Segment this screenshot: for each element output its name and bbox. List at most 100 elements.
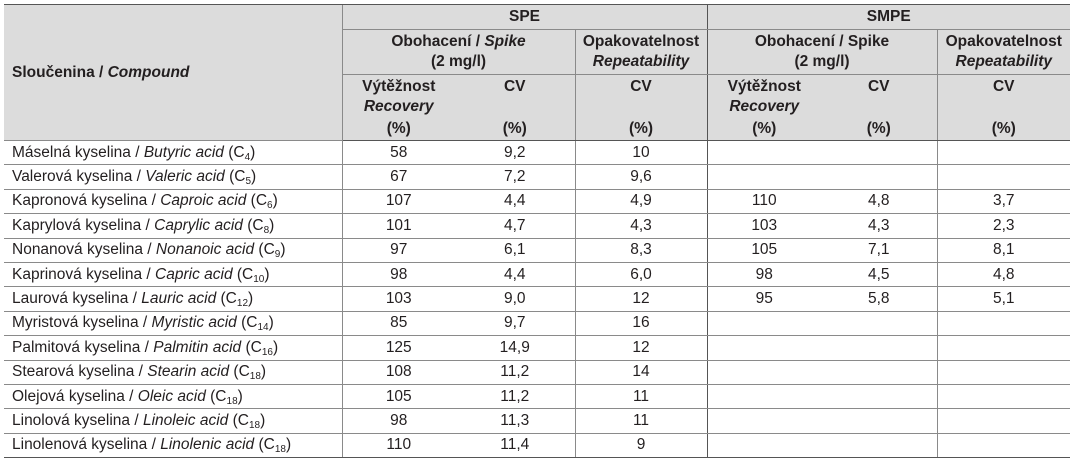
table-row: Máselná kyselina / Butyric acid (C4) 58 9,… [4, 140, 1070, 166]
spe-repeatability-cell: 16 [574, 311, 707, 337]
compound-cell: Linolenová kyselina / Linolenic acid (C1… [4, 433, 342, 459]
smpe-recovery-cell [706, 140, 821, 166]
compound-cell: Kaprinová kyselina / Capric acid (C10) [4, 262, 342, 288]
spe-cv-cell: 4,7 [455, 213, 575, 239]
spe-cv-cell: 11,4 [455, 433, 575, 459]
spe-recovery-cell: 107 [341, 189, 455, 215]
smpe-recovery-cell [706, 384, 821, 410]
smpe-repeatability-cell [936, 433, 1070, 459]
table-row: Myristová kyselina / Myristic acid (C14)… [4, 311, 1070, 337]
spe-recovery-cell: 98 [341, 408, 455, 434]
smpe-repeatability-cell: 3,7 [936, 189, 1070, 215]
smpe-recovery-cell [706, 360, 821, 385]
table-row: Linolenová kyselina / Linolenic acid (C1… [4, 433, 1070, 459]
compound-header: Sloučenina / Compound [4, 4, 342, 141]
spe-cv-cell: 11,2 [455, 384, 575, 410]
smpe-repeatability-cell [936, 311, 1070, 337]
spe-header: SPE [341, 4, 707, 30]
smpe-repeatability-cell: 2,3 [936, 213, 1070, 239]
spe-recovery-header: Výtěžnost Recovery (%) [341, 74, 455, 141]
smpe-rep-cv-header: CV (%) [936, 74, 1070, 141]
smpe-cv-cell: 4,8 [821, 189, 937, 215]
spe-repeatability-cell: 14 [574, 360, 707, 385]
spe-cv-cell: 9,0 [455, 286, 575, 312]
spe-cv-cell: 11,3 [455, 408, 575, 434]
spe-cv-cell: 9,7 [455, 311, 575, 337]
spe-recovery-cell: 125 [341, 335, 455, 361]
compound-cell: Laurová kyselina / Lauric acid (C12) [4, 286, 342, 312]
compound-cell: Valerová kyselina / Valeric acid (C5) [4, 164, 342, 190]
compound-cell: Stearová kyselina / Stearin acid (C18) [4, 360, 342, 385]
smpe-recovery-cell: 103 [706, 213, 821, 239]
smpe-repeatability-cell [936, 164, 1070, 190]
smpe-cv-cell [821, 433, 937, 459]
results-table: Sloučenina / Compound SPE SMPE Obohacení… [4, 4, 1070, 459]
table-row: Valerová kyselina / Valeric acid (C5) 67 7… [4, 164, 1070, 190]
spe-recovery-cell: 101 [341, 213, 455, 239]
spe-cv-cell: 4,4 [455, 262, 575, 288]
smpe-recovery-cell [706, 433, 821, 459]
spe-cv-cell: 9,2 [455, 140, 575, 166]
smpe-cv-cell [821, 335, 937, 361]
smpe-spike-header: Obohacení / Spike (2 mg/l) [706, 29, 937, 75]
spe-recovery-cell: 108 [341, 360, 455, 385]
smpe-repeatability-cell [936, 335, 1070, 361]
table-row: Laurová kyselina / Lauric acid (C12) 103 9… [4, 286, 1070, 312]
smpe-repeatability-cell [936, 384, 1070, 410]
spe-recovery-cell: 85 [341, 311, 455, 337]
spe-cv-cell: 4,4 [455, 189, 575, 215]
table-row: Linolová kyselina / Linoleic acid (C18) 9… [4, 408, 1070, 434]
spe-repeatability-cell: 12 [574, 286, 707, 312]
spe-recovery-cell: 58 [341, 140, 455, 166]
smpe-repeatability-header: Opakovatelnost Repeatability [936, 29, 1070, 75]
compound-cell: Nonanová kyselina / Nonanoic acid (C9) [4, 238, 342, 263]
compound-cell: Linolová kyselina / Linoleic acid (C18) [4, 408, 342, 434]
spe-repeatability-cell: 4,9 [574, 189, 707, 215]
smpe-recovery-cell [706, 408, 821, 434]
spe-cv-cell: 6,1 [455, 238, 575, 263]
compound-cell: Myristová kyselina / Myristic acid (C14) [4, 311, 342, 337]
spe-cv-cell: 7,2 [455, 164, 575, 190]
spe-cv-cell: 14,9 [455, 335, 575, 361]
table-row: Kapronová kyselina / Caproic acid (C6) 10… [4, 189, 1070, 215]
smpe-recovery-cell: 105 [706, 238, 821, 263]
compound-cell: Kapronová kyselina / Caproic acid (C6) [4, 189, 342, 215]
spe-recovery-cell: 110 [341, 433, 455, 459]
spe-repeatability-cell: 6,0 [574, 262, 707, 288]
table-row: Palmitová kyselina / Palmitin acid (C16)… [4, 335, 1070, 361]
smpe-repeatability-cell [936, 360, 1070, 385]
spe-rep-cv-header: CV (%) [574, 74, 707, 141]
smpe-cv-cell: 4,5 [821, 262, 937, 288]
spe-repeatability-cell: 9,6 [574, 164, 707, 190]
spe-repeatability-cell: 12 [574, 335, 707, 361]
spe-recovery-cell: 98 [341, 262, 455, 288]
spe-repeatability-cell: 8,3 [574, 238, 707, 263]
table-row: Kaprylová kyselina / Caprylic acid (C8) 1… [4, 213, 1070, 239]
table-row: Stearová kyselina / Stearin acid (C18) 10… [4, 360, 1070, 385]
spe-repeatability-cell: 10 [574, 140, 707, 166]
compound-cell: Máselná kyselina / Butyric acid (C4) [4, 140, 342, 166]
smpe-recovery-cell [706, 335, 821, 361]
spe-repeatability-cell: 11 [574, 384, 707, 410]
smpe-repeatability-cell: 5,1 [936, 286, 1070, 312]
spe-repeatability-cell: 4,3 [574, 213, 707, 239]
spe-recovery-cell: 103 [341, 286, 455, 312]
smpe-cv-header: CV (%) [821, 74, 937, 141]
table-header: Sloučenina / Compound SPE SMPE Obohacení… [4, 4, 1070, 141]
table-row: Kaprinová kyselina / Capric acid (C10) 98… [4, 262, 1070, 288]
smpe-repeatability-cell: 4,8 [936, 262, 1070, 288]
smpe-recovery-cell: 95 [706, 286, 821, 312]
compound-cell: Palmitová kyselina / Palmitin acid (C16) [4, 335, 342, 361]
compound-cell: Olejová kyselina / Oleic acid (C18) [4, 384, 342, 410]
smpe-recovery-cell [706, 164, 821, 190]
smpe-recovery-cell [706, 311, 821, 337]
smpe-repeatability-cell [936, 408, 1070, 434]
smpe-header: SMPE [706, 4, 1070, 30]
spe-recovery-cell: 67 [341, 164, 455, 190]
smpe-cv-cell [821, 164, 937, 190]
table-row: Olejová kyselina / Oleic acid (C18) 105 11… [4, 384, 1070, 410]
spe-recovery-cell: 97 [341, 238, 455, 263]
table-body: Máselná kyselina / Butyric acid (C4) 58 9,… [4, 140, 1070, 459]
spe-repeatability-cell: 9 [574, 433, 707, 459]
smpe-repeatability-cell [936, 140, 1070, 166]
